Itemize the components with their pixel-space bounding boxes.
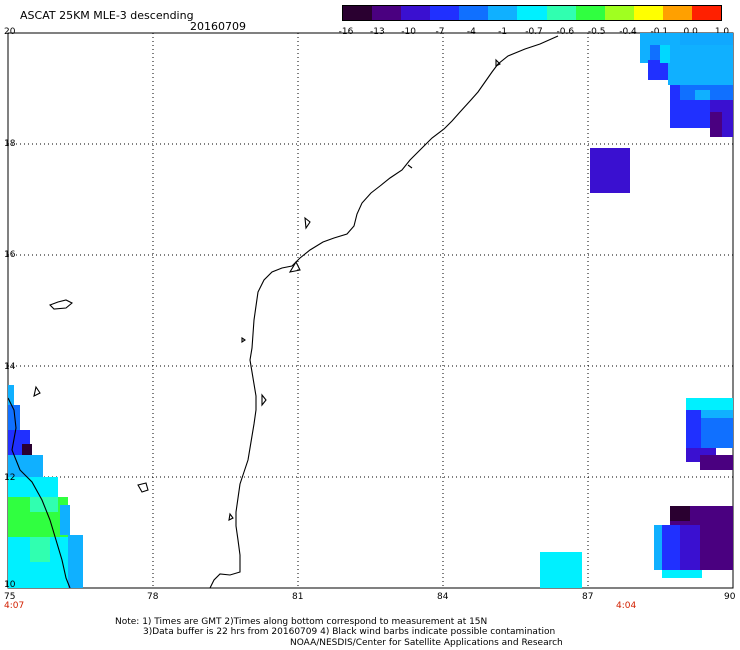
colorbar-label: -10 — [401, 27, 417, 37]
colorbar-label: -13 — [369, 27, 385, 37]
coastline — [7, 35, 559, 589]
colorbar-label: -0.6 — [556, 27, 575, 37]
colorbar-label: -4 — [466, 27, 476, 37]
lat-tick-16: 16 — [4, 250, 16, 260]
data-swath-bottom-right — [654, 506, 733, 578]
lon-tick-81: 81 — [292, 592, 304, 602]
colorbar-label: -16 — [338, 27, 354, 37]
colorbar-swatch — [633, 6, 663, 20]
chart-title: ASCAT 25KM MLE-3 descending — [20, 9, 194, 22]
plot-frame — [7, 32, 734, 589]
data-block-18n — [590, 148, 630, 193]
lat-tick-20: 20 — [4, 27, 16, 37]
lon-tick-78: 78 — [147, 592, 159, 602]
colorbar-swatch — [662, 6, 692, 20]
colorbar-swatch — [691, 6, 722, 20]
colorbar-swatch — [488, 6, 518, 20]
lat-tick-14: 14 — [4, 362, 16, 372]
note-line-3: NOAA/NESDIS/Center for Satellite Applica… — [290, 638, 563, 648]
colorbar-label: -0.7 — [525, 27, 543, 37]
colorbar-swatch — [430, 6, 460, 20]
lon-tick-75: 75 — [4, 592, 16, 602]
data-swath-bottom-left — [8, 385, 83, 588]
colorbar-swatch — [459, 6, 489, 20]
time-label-right: 4:04 — [616, 601, 637, 611]
colorbar-label: 0.0 — [683, 27, 698, 37]
colorbar-swatch — [517, 6, 547, 20]
chart-date: 20160709 — [190, 20, 246, 33]
colorbar-labels: -16 -13 -10 -7 -4 -1 -0.7 -0.6 -0.5 -0.4 -0.1 0.0 1.… — [334, 27, 734, 39]
colorbar-label: 1.0 — [714, 27, 730, 37]
colorbar-swatch — [372, 6, 402, 20]
colorbar-swatch — [604, 6, 634, 20]
lat-tick-12: 12 — [4, 473, 16, 483]
note-line-2: 3)Data buffer is 22 hrs from 20160709 4)… — [143, 627, 556, 637]
colorbar — [342, 5, 722, 21]
time-label-left: 4:07 — [4, 601, 25, 611]
lon-tick-87: 87 — [582, 592, 594, 602]
colorbar-label: -0.4 — [619, 27, 637, 37]
colorbar-label: -1 — [498, 27, 508, 37]
note-line-1: Note: 1) Times are GMT 2)Times along bot… — [115, 617, 488, 627]
gridlines — [8, 33, 733, 588]
colorbar-label: -7 — [435, 27, 445, 37]
colorbar-swatch — [575, 6, 605, 20]
colorbar-swatch — [343, 6, 373, 20]
colorbar-swatch — [401, 6, 431, 20]
lon-tick-84: 84 — [437, 592, 449, 602]
data-swath-top-right — [640, 33, 733, 137]
colorbar-label: -0.5 — [587, 27, 606, 37]
data-block-bottom-center — [540, 552, 582, 588]
data-swath-mid-right — [686, 398, 733, 470]
lat-tick-10: 10 — [4, 580, 16, 590]
lat-tick-18: 18 — [4, 139, 16, 149]
colorbar-swatch — [546, 6, 576, 20]
lon-tick-90: 90 — [724, 592, 736, 602]
colorbar-label: -0.1 — [650, 27, 669, 37]
